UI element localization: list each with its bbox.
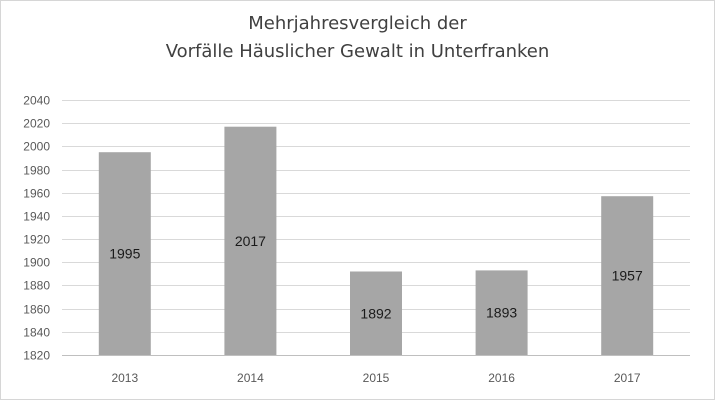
y-tick-label: 2020 (23, 117, 50, 131)
chart-title-line-1: Mehrjahresvergleich der (248, 13, 467, 34)
y-tick-label: 2000 (23, 140, 50, 154)
y-tick-label: 1840 (23, 326, 50, 340)
data-label-2016: 1893 (486, 305, 517, 321)
bar-2016 (475, 270, 528, 355)
y-tick-label: 1820 (23, 349, 50, 363)
x-tick-label-2013: 2013 (111, 371, 138, 385)
x-tick-label-2014: 2014 (237, 371, 264, 385)
y-tick-label: 1920 (23, 233, 50, 247)
bar-2013 (98, 152, 151, 355)
y-tick-label: 1880 (23, 279, 50, 293)
bar-2015 (350, 271, 402, 355)
x-tick-label-2017: 2017 (614, 371, 641, 385)
y-tick-label: 1900 (23, 256, 50, 270)
x-tick-label-2015: 2015 (363, 371, 390, 385)
bar-2014 (224, 126, 277, 355)
data-label-2014: 2017 (235, 233, 266, 249)
y-tick-label: 1980 (23, 164, 50, 178)
chart-title-line-2: Vorfälle Häuslicher Gewalt in Unterfrank… (165, 41, 550, 62)
chart-title: Mehrjahresvergleich der Vorfälle Häuslic… (0, 10, 715, 66)
data-label-2017: 1957 (612, 268, 643, 284)
data-label-2015: 1892 (360, 305, 391, 321)
x-tick-label-2016: 2016 (488, 371, 515, 385)
y-tick-label: 2040 (23, 94, 50, 108)
y-tick-label: 1940 (23, 210, 50, 224)
y-tick-label: 1860 (23, 303, 50, 317)
bars (98, 126, 654, 355)
bar-2017 (601, 196, 654, 355)
labels: 1820 1840 1860 1880 1900 1920 1940 1960 1980 2000… (23, 94, 643, 386)
data-label-2013: 1995 (109, 246, 140, 262)
y-tick-label: 1960 (23, 187, 50, 201)
